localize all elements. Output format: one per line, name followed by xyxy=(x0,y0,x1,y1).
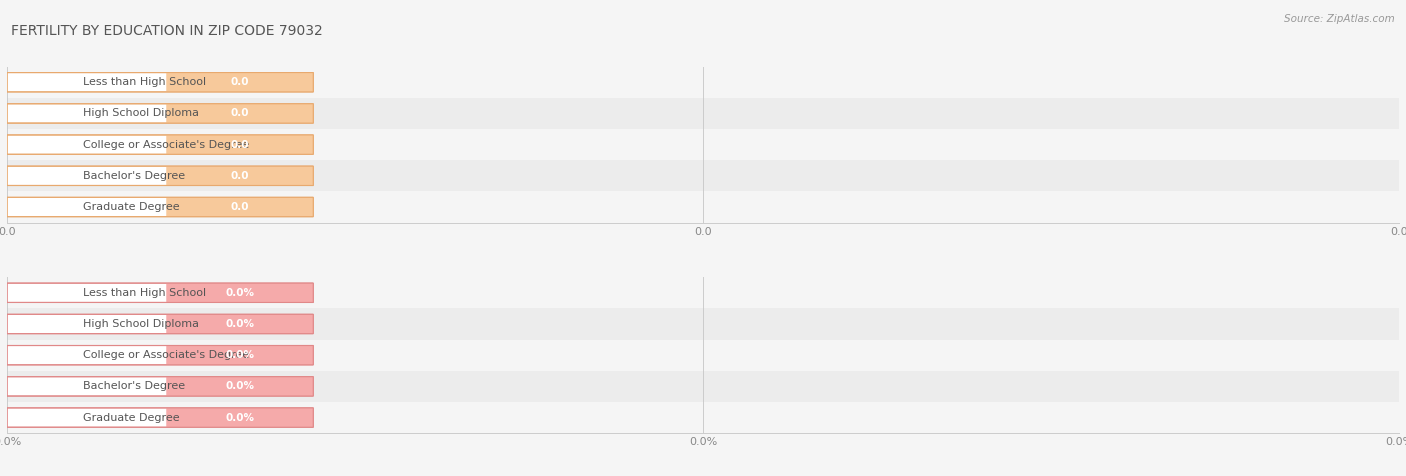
FancyBboxPatch shape xyxy=(166,377,314,396)
Text: 0.0: 0.0 xyxy=(231,139,249,149)
Text: 0.0%: 0.0% xyxy=(225,381,254,391)
Text: College or Associate's Degree: College or Associate's Degree xyxy=(83,350,250,360)
Bar xyxy=(7,129,1399,160)
FancyBboxPatch shape xyxy=(7,198,314,217)
FancyBboxPatch shape xyxy=(7,408,314,427)
Text: Graduate Degree: Graduate Degree xyxy=(83,202,180,212)
Text: High School Diploma: High School Diploma xyxy=(83,109,200,119)
FancyBboxPatch shape xyxy=(166,408,314,427)
FancyBboxPatch shape xyxy=(7,346,314,365)
FancyBboxPatch shape xyxy=(166,72,314,92)
Bar xyxy=(7,98,1399,129)
Text: College or Associate's Degree: College or Associate's Degree xyxy=(83,139,250,149)
Text: Graduate Degree: Graduate Degree xyxy=(83,413,180,423)
Bar xyxy=(7,308,1399,339)
Text: 0.0%: 0.0% xyxy=(225,288,254,298)
Text: 0.0%: 0.0% xyxy=(225,350,254,360)
FancyBboxPatch shape xyxy=(166,198,314,217)
FancyBboxPatch shape xyxy=(7,314,314,334)
Bar xyxy=(7,277,1399,308)
Text: High School Diploma: High School Diploma xyxy=(83,319,200,329)
Text: Bachelor's Degree: Bachelor's Degree xyxy=(83,171,186,181)
Text: 0.0: 0.0 xyxy=(231,202,249,212)
FancyBboxPatch shape xyxy=(166,346,314,365)
Text: 0.0: 0.0 xyxy=(231,77,249,87)
FancyBboxPatch shape xyxy=(166,166,314,186)
FancyBboxPatch shape xyxy=(166,104,314,123)
Text: Less than High School: Less than High School xyxy=(83,77,207,87)
Bar xyxy=(7,371,1399,402)
Text: Bachelor's Degree: Bachelor's Degree xyxy=(83,381,186,391)
Text: Source: ZipAtlas.com: Source: ZipAtlas.com xyxy=(1284,14,1395,24)
FancyBboxPatch shape xyxy=(7,135,314,154)
FancyBboxPatch shape xyxy=(7,283,314,302)
Text: 0.0: 0.0 xyxy=(231,109,249,119)
Bar xyxy=(7,402,1399,433)
FancyBboxPatch shape xyxy=(7,72,314,92)
FancyBboxPatch shape xyxy=(166,283,314,302)
Text: 0.0: 0.0 xyxy=(231,171,249,181)
FancyBboxPatch shape xyxy=(7,377,314,396)
FancyBboxPatch shape xyxy=(166,314,314,334)
Bar xyxy=(7,160,1399,191)
Bar xyxy=(7,67,1399,98)
FancyBboxPatch shape xyxy=(7,104,314,123)
Text: 0.0%: 0.0% xyxy=(225,413,254,423)
FancyBboxPatch shape xyxy=(166,135,314,154)
Text: FERTILITY BY EDUCATION IN ZIP CODE 79032: FERTILITY BY EDUCATION IN ZIP CODE 79032 xyxy=(11,24,323,38)
Bar xyxy=(7,191,1399,223)
Text: 0.0%: 0.0% xyxy=(225,319,254,329)
Bar xyxy=(7,339,1399,371)
FancyBboxPatch shape xyxy=(7,166,314,186)
Text: Less than High School: Less than High School xyxy=(83,288,207,298)
